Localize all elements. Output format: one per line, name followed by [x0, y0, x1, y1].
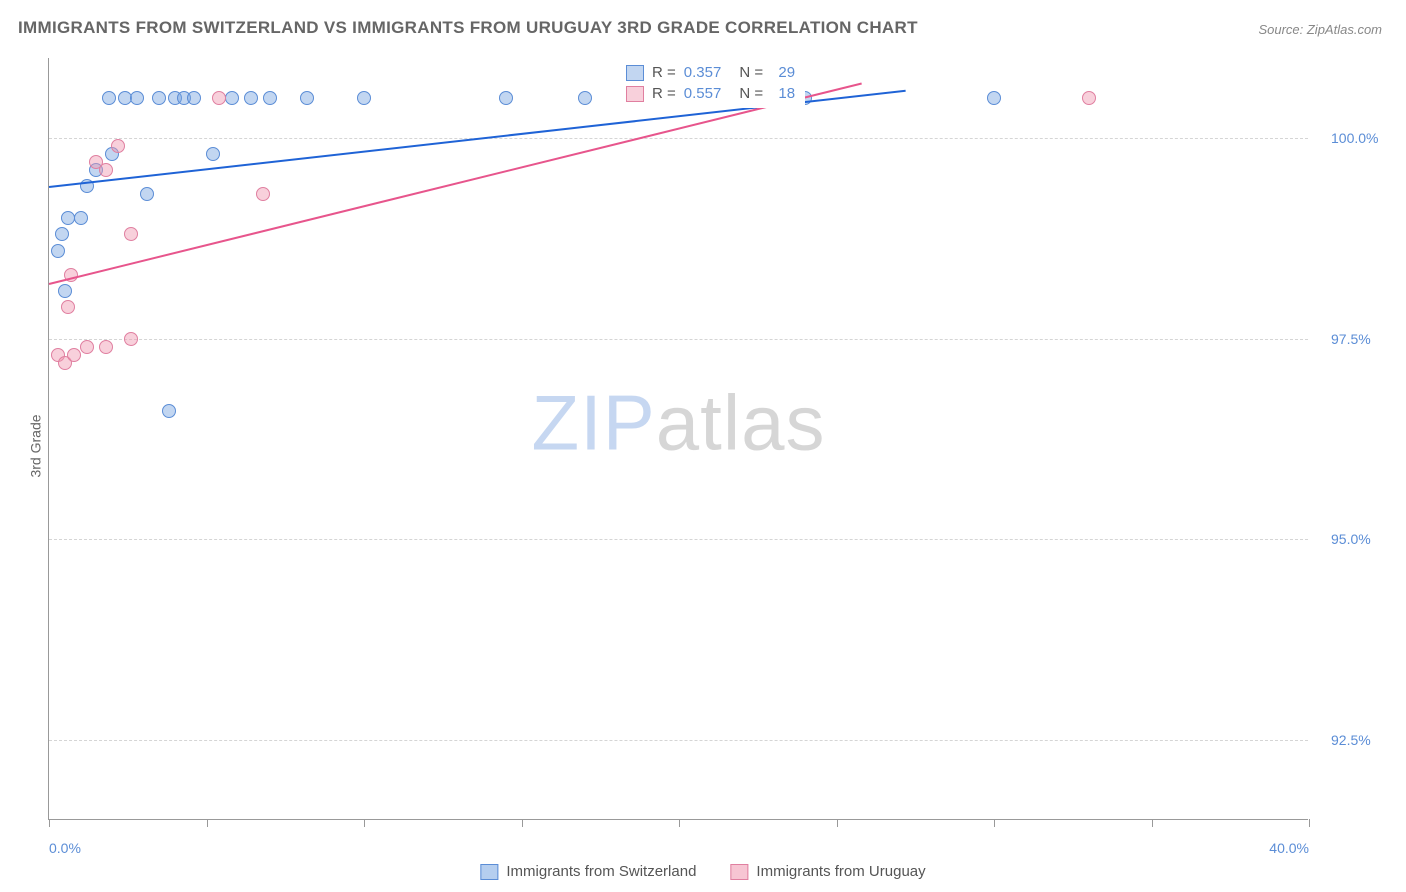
x-tick — [1152, 819, 1153, 827]
y-tick-label: 95.0% — [1331, 531, 1371, 547]
data-point — [225, 91, 239, 105]
data-point — [256, 187, 270, 201]
data-point — [987, 91, 1001, 105]
stats-row: R = 0.357 N = 29 — [626, 62, 795, 83]
source-label: Source: ZipAtlas.com — [1258, 22, 1382, 37]
data-point — [67, 348, 81, 362]
data-point — [499, 91, 513, 105]
chart-plot-area: ZIPatlas 92.5%95.0%97.5%100.0%0.0%40.0%R… — [48, 58, 1308, 820]
stats-r-label: R = — [652, 64, 676, 81]
y-tick-label: 92.5% — [1331, 732, 1371, 748]
gridline-h — [49, 740, 1308, 741]
legend-swatch — [480, 864, 498, 880]
gridline-h — [49, 339, 1308, 340]
data-point — [187, 91, 201, 105]
stats-n-label: N = — [739, 85, 763, 102]
stats-n-label: N = — [739, 64, 763, 81]
y-tick-label: 100.0% — [1331, 130, 1378, 146]
legend-swatch — [730, 864, 748, 880]
data-point — [162, 404, 176, 418]
data-point — [55, 227, 69, 241]
data-point — [130, 91, 144, 105]
trend-line — [49, 82, 862, 284]
data-point — [578, 91, 592, 105]
data-point — [244, 91, 258, 105]
data-point — [111, 139, 125, 153]
x-tick-label: 0.0% — [49, 840, 81, 856]
data-point — [102, 91, 116, 105]
y-axis-label: 3rd Grade — [28, 414, 44, 477]
data-point — [80, 340, 94, 354]
data-point — [152, 91, 166, 105]
legend-item: Immigrants from Uruguay — [730, 863, 925, 880]
x-tick — [1309, 819, 1310, 827]
watermark-part1: ZIP — [531, 379, 655, 467]
stats-swatch — [626, 65, 644, 81]
x-tick — [49, 819, 50, 827]
stats-box: R = 0.357 N = 29 R = 0.557 N = 18 — [616, 58, 805, 108]
x-tick — [994, 819, 995, 827]
gridline-h — [49, 138, 1308, 139]
data-point — [61, 300, 75, 314]
data-point — [140, 187, 154, 201]
gridline-h — [49, 539, 1308, 540]
stats-row: R = 0.557 N = 18 — [626, 83, 795, 104]
data-point — [206, 147, 220, 161]
stats-n-value: 18 — [771, 85, 795, 102]
stats-r-value: 0.357 — [684, 64, 722, 81]
x-tick — [679, 819, 680, 827]
legend-label: Immigrants from Uruguay — [756, 863, 925, 880]
data-point — [212, 91, 226, 105]
watermark: ZIPatlas — [531, 378, 825, 469]
data-point — [51, 244, 65, 258]
legend-item: Immigrants from Switzerland — [480, 863, 696, 880]
data-point — [357, 91, 371, 105]
x-tick-label: 40.0% — [1269, 840, 1309, 856]
data-point — [99, 163, 113, 177]
legend-label: Immigrants from Switzerland — [506, 863, 696, 880]
x-tick — [837, 819, 838, 827]
data-point — [74, 211, 88, 225]
data-point — [58, 284, 72, 298]
y-tick-label: 97.5% — [1331, 331, 1371, 347]
chart-title: IMMIGRANTS FROM SWITZERLAND VS IMMIGRANT… — [18, 18, 918, 38]
stats-r-label: R = — [652, 85, 676, 102]
data-point — [300, 91, 314, 105]
stats-swatch — [626, 86, 644, 102]
x-tick — [207, 819, 208, 827]
data-point — [263, 91, 277, 105]
data-point — [1082, 91, 1096, 105]
watermark-part2: atlas — [656, 379, 826, 467]
data-point — [124, 227, 138, 241]
x-tick — [522, 819, 523, 827]
data-point — [99, 340, 113, 354]
legend: Immigrants from Switzerland Immigrants fr… — [480, 863, 925, 880]
stats-n-value: 29 — [771, 64, 795, 81]
data-point — [124, 332, 138, 346]
stats-r-value: 0.557 — [684, 85, 722, 102]
x-tick — [364, 819, 365, 827]
